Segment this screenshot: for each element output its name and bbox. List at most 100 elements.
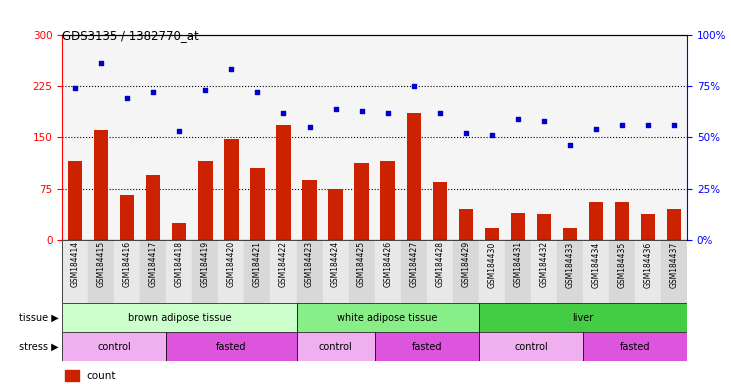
Point — [200, 87, 211, 93]
Point — [278, 109, 289, 116]
Bar — [479, 332, 583, 361]
Bar — [452, 240, 479, 303]
Bar — [297, 303, 479, 332]
Bar — [641, 214, 655, 240]
Point — [251, 89, 263, 95]
Text: fasted: fasted — [412, 341, 442, 352]
Bar — [355, 163, 368, 240]
Text: white adipose tissue: white adipose tissue — [338, 313, 438, 323]
Text: GSM184418: GSM184418 — [175, 241, 183, 287]
Text: fasted: fasted — [620, 341, 651, 352]
Bar — [173, 223, 186, 240]
Bar — [224, 139, 238, 240]
Point — [303, 124, 315, 130]
Bar — [250, 168, 265, 240]
Point — [173, 128, 185, 134]
Text: stress ▶: stress ▶ — [19, 342, 58, 352]
Bar — [219, 240, 244, 303]
Text: GSM184433: GSM184433 — [566, 241, 575, 288]
Bar — [297, 332, 374, 361]
Bar — [374, 332, 479, 361]
Bar — [62, 240, 88, 303]
Text: GSM184428: GSM184428 — [435, 241, 444, 287]
Point — [486, 132, 498, 138]
Point — [564, 142, 576, 149]
Point — [643, 122, 654, 128]
Point — [356, 108, 368, 114]
Bar — [401, 240, 427, 303]
Text: liver: liver — [572, 313, 594, 323]
Bar — [198, 161, 213, 240]
Bar — [65, 370, 79, 381]
Text: control: control — [319, 341, 352, 352]
Bar — [479, 303, 687, 332]
Text: GSM184426: GSM184426 — [383, 241, 392, 287]
Text: GSM184420: GSM184420 — [227, 241, 236, 287]
Text: GSM184434: GSM184434 — [591, 241, 600, 288]
Point — [121, 95, 133, 101]
Text: GSM184431: GSM184431 — [513, 241, 523, 287]
Text: brown adipose tissue: brown adipose tissue — [127, 313, 231, 323]
Text: GDS3135 / 1382770_at: GDS3135 / 1382770_at — [62, 29, 199, 42]
Bar — [146, 175, 160, 240]
Text: count: count — [86, 371, 115, 381]
Bar — [192, 240, 219, 303]
Bar — [406, 113, 421, 240]
Text: GSM184415: GSM184415 — [96, 241, 106, 287]
Text: GSM184429: GSM184429 — [461, 241, 470, 287]
Text: GSM184427: GSM184427 — [409, 241, 418, 287]
Bar — [661, 240, 687, 303]
Bar — [563, 228, 577, 240]
Text: GSM184423: GSM184423 — [305, 241, 314, 287]
Bar — [427, 240, 452, 303]
Text: GSM184435: GSM184435 — [618, 241, 626, 288]
Bar — [322, 240, 349, 303]
Text: GSM184424: GSM184424 — [331, 241, 340, 287]
Text: GSM184421: GSM184421 — [253, 241, 262, 287]
Bar — [349, 240, 374, 303]
Bar — [167, 332, 297, 361]
Bar — [88, 240, 114, 303]
Bar — [609, 240, 635, 303]
Bar — [297, 240, 322, 303]
Text: GSM184422: GSM184422 — [279, 241, 288, 287]
Bar — [62, 332, 167, 361]
Text: GSM184432: GSM184432 — [539, 241, 548, 287]
Point — [434, 109, 446, 116]
Bar — [537, 214, 551, 240]
Text: GSM184436: GSM184436 — [643, 241, 653, 288]
Text: GSM184417: GSM184417 — [149, 241, 158, 287]
Text: GSM184425: GSM184425 — [357, 241, 366, 287]
Bar — [167, 240, 192, 303]
Point — [226, 66, 238, 73]
Point — [460, 130, 471, 136]
Text: fasted: fasted — [216, 341, 246, 352]
Point — [382, 109, 393, 116]
Bar — [479, 240, 505, 303]
Bar — [94, 131, 108, 240]
Bar — [114, 240, 140, 303]
Bar — [583, 332, 687, 361]
Bar — [433, 182, 447, 240]
Bar — [485, 228, 499, 240]
Bar — [458, 209, 473, 240]
Bar — [615, 202, 629, 240]
Bar — [557, 240, 583, 303]
Point — [616, 122, 628, 128]
Text: control: control — [514, 341, 548, 352]
Bar — [374, 240, 401, 303]
Bar — [505, 240, 531, 303]
Text: GSM184437: GSM184437 — [670, 241, 678, 288]
Point — [590, 126, 602, 132]
Point — [148, 89, 159, 95]
Bar — [589, 202, 603, 240]
Bar — [583, 240, 609, 303]
Point — [408, 83, 420, 89]
Bar — [270, 240, 297, 303]
Bar — [511, 213, 525, 240]
Point — [69, 85, 81, 91]
Point — [95, 60, 107, 66]
Bar — [276, 125, 291, 240]
Bar — [303, 180, 317, 240]
Text: GSM184414: GSM184414 — [71, 241, 80, 287]
